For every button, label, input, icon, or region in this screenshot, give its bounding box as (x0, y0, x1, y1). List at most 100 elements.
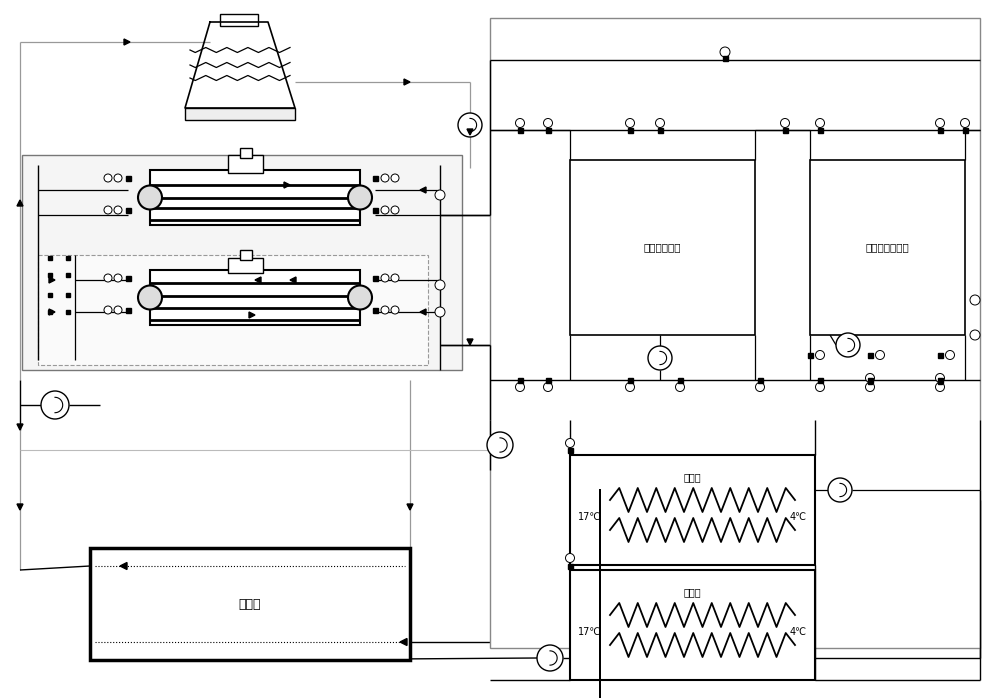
Bar (126, 175, 130, 181)
Circle shape (516, 383, 524, 392)
Circle shape (626, 383, 635, 392)
Bar (66, 293, 70, 297)
Circle shape (348, 186, 372, 209)
Circle shape (780, 119, 790, 128)
Circle shape (435, 190, 445, 200)
Circle shape (866, 383, 874, 392)
Circle shape (970, 295, 980, 305)
Text: 4℃: 4℃ (790, 512, 807, 522)
Text: 换热器: 换热器 (684, 587, 701, 597)
Bar (808, 352, 812, 357)
Bar (782, 128, 788, 133)
Bar (240, 148, 252, 158)
Circle shape (516, 119, 524, 128)
Circle shape (435, 280, 445, 290)
Circle shape (41, 391, 69, 419)
Circle shape (104, 274, 112, 282)
Bar (518, 128, 522, 133)
Circle shape (114, 274, 122, 282)
Circle shape (381, 306, 389, 314)
Text: 17℃: 17℃ (578, 627, 601, 637)
Text: 17℃: 17℃ (578, 512, 601, 522)
Circle shape (138, 285, 162, 309)
Circle shape (866, 373, 874, 383)
Circle shape (537, 645, 563, 671)
Polygon shape (49, 309, 55, 315)
Polygon shape (284, 182, 290, 188)
Circle shape (138, 186, 162, 209)
Bar (810, 160, 965, 335)
Bar (220, 14, 258, 26)
Bar (546, 128, 550, 133)
Bar (570, 570, 815, 680)
Polygon shape (255, 277, 261, 283)
Circle shape (836, 333, 860, 357)
Circle shape (566, 554, 574, 563)
Text: 4℃: 4℃ (790, 627, 807, 637)
Circle shape (114, 306, 122, 314)
Bar (568, 563, 572, 568)
Bar (868, 352, 872, 357)
Bar (818, 378, 822, 383)
Circle shape (391, 306, 399, 314)
Circle shape (720, 47, 730, 57)
Circle shape (676, 383, 684, 392)
Polygon shape (17, 504, 23, 510)
Bar (722, 56, 728, 61)
Bar (568, 447, 572, 452)
Polygon shape (420, 309, 426, 315)
Circle shape (946, 350, 954, 359)
Bar (372, 207, 378, 212)
Bar (868, 378, 872, 383)
Bar (938, 378, 942, 383)
Bar (126, 308, 130, 313)
Polygon shape (49, 277, 55, 283)
Bar (66, 256, 70, 260)
Bar (570, 455, 815, 565)
Bar (962, 128, 968, 133)
Bar (150, 270, 360, 325)
Bar (938, 128, 942, 133)
Circle shape (381, 206, 389, 214)
Circle shape (348, 285, 372, 309)
Bar (126, 207, 130, 212)
Circle shape (626, 119, 635, 128)
Polygon shape (404, 79, 410, 85)
Polygon shape (400, 639, 407, 646)
Bar (126, 276, 130, 281)
Polygon shape (467, 129, 473, 135)
Text: 数据机房房间: 数据机房房间 (644, 242, 681, 253)
Text: 换热器: 换热器 (684, 472, 701, 482)
Bar (66, 310, 70, 314)
Bar (240, 250, 252, 260)
Bar (48, 273, 52, 277)
Bar (868, 380, 872, 384)
Bar (228, 155, 263, 173)
Bar (758, 378, 763, 383)
Bar (48, 256, 52, 260)
Circle shape (114, 206, 122, 214)
Circle shape (816, 383, 824, 392)
Bar (372, 175, 378, 181)
Circle shape (876, 350, 885, 359)
Polygon shape (124, 39, 130, 45)
Circle shape (970, 330, 980, 340)
Bar (628, 378, 633, 383)
Circle shape (544, 383, 552, 392)
Circle shape (648, 346, 672, 370)
Circle shape (114, 174, 122, 182)
Bar (90, 548, 410, 660)
Polygon shape (407, 504, 413, 510)
Circle shape (656, 119, 664, 128)
Polygon shape (17, 200, 23, 206)
Bar (48, 310, 52, 314)
Polygon shape (120, 563, 127, 570)
Bar (490, 18, 980, 648)
Polygon shape (467, 339, 473, 345)
Bar (48, 293, 52, 297)
Bar (818, 128, 822, 133)
Circle shape (544, 119, 552, 128)
Bar (678, 378, 682, 383)
Bar (228, 258, 263, 273)
Bar (38, 255, 428, 365)
